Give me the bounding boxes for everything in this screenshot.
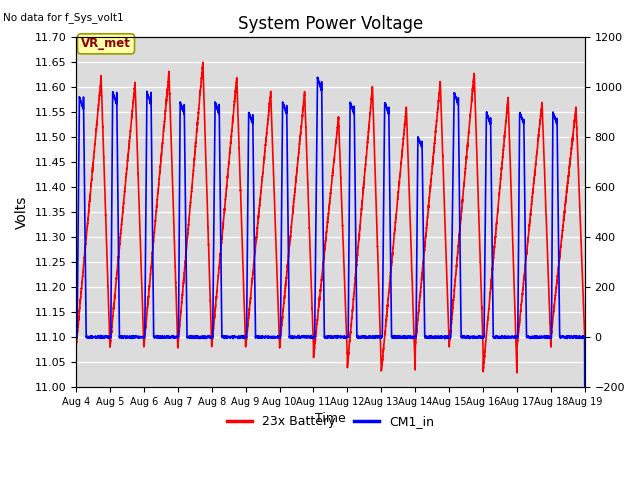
23x Battery xyxy=(581,384,589,390)
CM1_in xyxy=(196,335,204,340)
23x Battery xyxy=(264,120,272,125)
CM1_in xyxy=(264,336,271,341)
23x Battery xyxy=(577,231,584,237)
CM1_in xyxy=(72,335,80,340)
CM1_in xyxy=(577,335,584,340)
CM1_in xyxy=(190,335,198,340)
CM1_in xyxy=(300,334,308,339)
Title: System Power Voltage: System Power Voltage xyxy=(238,15,423,33)
Line: CM1_in: CM1_in xyxy=(76,77,585,387)
Legend: 23x Battery, CM1_in: 23x Battery, CM1_in xyxy=(222,410,439,433)
CM1_in xyxy=(581,384,589,390)
23x Battery xyxy=(190,156,198,162)
CM1_in xyxy=(314,74,321,80)
23x Battery xyxy=(72,342,80,348)
23x Battery xyxy=(196,96,204,102)
23x Battery xyxy=(199,60,207,65)
X-axis label: Time: Time xyxy=(315,412,346,425)
Line: 23x Battery: 23x Battery xyxy=(76,62,585,387)
CM1_in xyxy=(193,333,201,339)
23x Battery xyxy=(300,95,308,100)
23x Battery xyxy=(193,126,201,132)
Y-axis label: Volts: Volts xyxy=(15,195,29,229)
Text: No data for f_Sys_volt1: No data for f_Sys_volt1 xyxy=(3,12,124,23)
Text: VR_met: VR_met xyxy=(81,37,131,50)
